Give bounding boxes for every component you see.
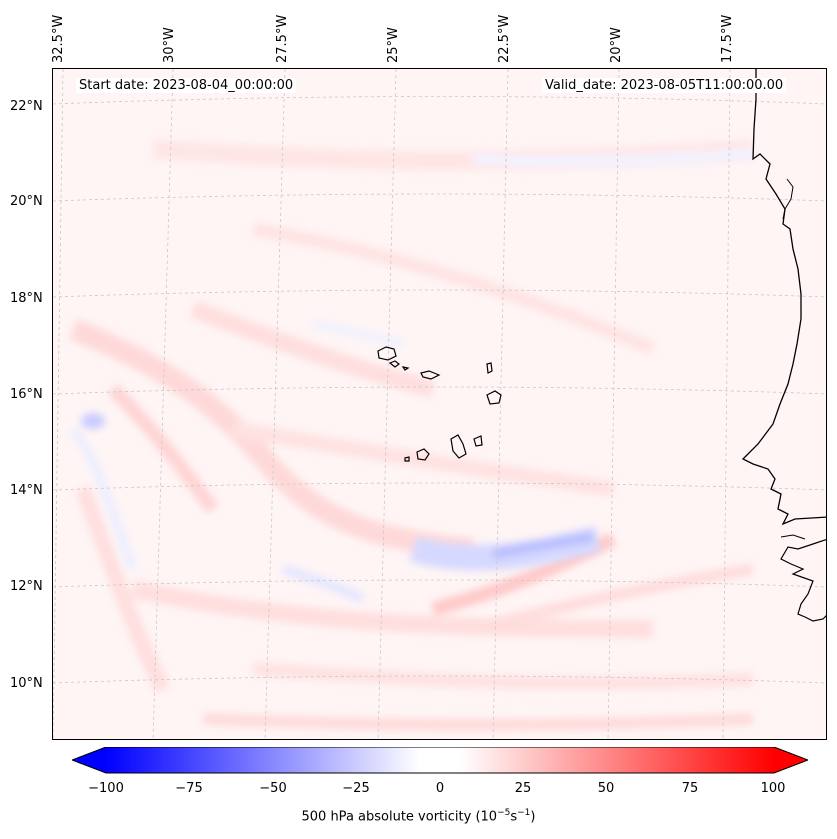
colorbar-max-extend	[774, 747, 808, 773]
colorbar-label-sup1: −5	[497, 808, 511, 818]
colorbar-ramp	[106, 747, 774, 773]
colorbar-tick-minus75: −75	[175, 781, 203, 796]
lon-label-32-5w: 32.5°W	[51, 14, 66, 63]
vorticity-band-positive	[251, 222, 656, 356]
lat-label-16n: 16°N	[10, 387, 43, 402]
gridline-lon	[53, 69, 64, 739]
vorticity-band-positive	[131, 580, 654, 638]
african-coastline	[741, 98, 826, 526]
colorbar-tick-25: 25	[514, 781, 532, 796]
start-date-label: Start date: 2023-08-04_00:00:00	[76, 78, 297, 93]
gridline-lon	[377, 69, 397, 739]
gridline-lat	[53, 96, 826, 105]
lat-label-18n: 18°N	[10, 291, 43, 306]
colorbar-min-extend	[72, 747, 106, 773]
vorticity-band-negative	[312, 320, 404, 348]
lat-label-20n: 20°N	[10, 194, 43, 209]
gridline-lat	[53, 289, 826, 298]
lon-label-17-5w: 17.5°W	[720, 14, 735, 63]
gridline-lon	[152, 69, 174, 739]
vorticity-band-negative	[472, 148, 754, 168]
valid-date-label: Valid_date: 2023-08-05T11:00:00.00	[542, 78, 787, 93]
gridline-lat	[53, 386, 826, 395]
island-sao-vicente	[388, 360, 400, 368]
colorbar-label: 500 hPa absolute vorticity (10−5s−1)	[0, 808, 837, 824]
vorticity-blob-negative	[81, 413, 105, 429]
vorticity-band-positive	[68, 318, 474, 560]
colorbar-label-main: 500 hPa absolute vorticity (10	[301, 809, 498, 825]
vorticity-band-negative	[68, 426, 138, 571]
vorticity-band-positive	[202, 713, 754, 731]
island-santo-antao	[377, 346, 397, 361]
colorbar-tick-minus25: −25	[342, 781, 370, 796]
cape-verde-peninsula	[782, 178, 794, 220]
vorticity-band-positive	[108, 384, 219, 514]
lon-label-22-5w: 22.5°W	[497, 14, 512, 63]
lon-label-27-5w: 27.5°W	[275, 14, 290, 63]
vorticity-band-negative	[492, 532, 594, 559]
colorbar-label-end: )	[530, 809, 536, 825]
colorbar-tick-75: 75	[681, 781, 699, 796]
vorticity-band-positive	[252, 662, 754, 691]
vorticity-field	[53, 69, 826, 739]
colorbar-tick-0: 0	[435, 781, 445, 796]
island-boa-vista	[486, 390, 502, 405]
island-sao-nicolau	[420, 370, 441, 380]
west-africa-coast-south	[780, 539, 826, 622]
island-santa-luzia	[401, 366, 410, 371]
lon-label-20w: 20°W	[609, 27, 624, 63]
colorbar-label-sup2: −1	[517, 808, 531, 818]
lat-label-14n: 14°N	[10, 483, 43, 498]
gridline-lat	[53, 675, 826, 684]
gridline-lat	[53, 193, 826, 202]
island-maio	[473, 435, 483, 447]
vorticity-band-positive	[189, 300, 436, 398]
colorbar-label-mid: s	[510, 809, 518, 825]
gambia-river-coast	[780, 534, 806, 540]
colorbar	[72, 747, 808, 774]
colorbar-tick-minus100: −100	[88, 781, 124, 796]
vorticity-band-positive	[75, 486, 171, 693]
lon-label-30w: 30°W	[162, 27, 177, 63]
lat-label-10n: 10°N	[10, 676, 43, 691]
vorticity-band-positive	[231, 421, 615, 497]
colorbar-tick-minus50: −50	[259, 781, 287, 796]
lon-label-25w: 25°W	[386, 27, 401, 63]
gridline-lon	[264, 69, 286, 739]
island-santiago	[450, 434, 467, 459]
island-brava	[404, 456, 410, 462]
vorticity-band-negative	[281, 564, 366, 604]
vorticity-band-positive	[471, 563, 754, 635]
gridline-lon	[492, 69, 509, 739]
vorticity-map	[52, 68, 827, 740]
island-sal	[486, 362, 493, 374]
gridline-lat	[53, 482, 826, 491]
colorbar-tick-100: 100	[760, 781, 786, 796]
island-fogo	[416, 448, 430, 461]
gridline-lat	[53, 579, 826, 588]
gridline-lon	[607, 69, 620, 739]
lat-label-22n: 22°N	[10, 99, 43, 114]
gridline-lon	[722, 69, 731, 739]
colorbar-tick-50: 50	[597, 781, 615, 796]
lat-label-12n: 12°N	[10, 579, 43, 594]
colorbar-outline	[72, 747, 808, 774]
